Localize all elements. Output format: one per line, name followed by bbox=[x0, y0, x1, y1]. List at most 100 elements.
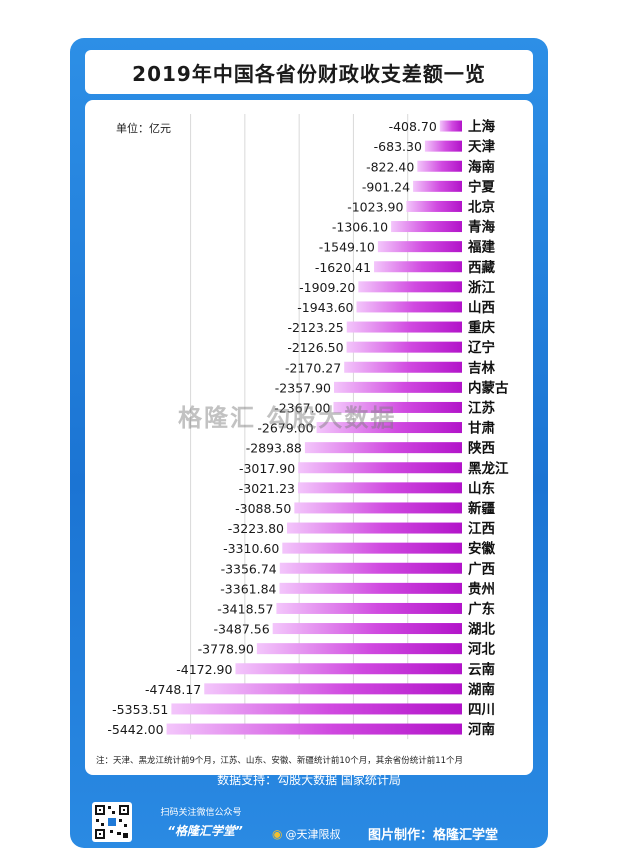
bar-25 bbox=[276, 602, 462, 614]
image-credit: 图片制作：格隆汇学堂 bbox=[368, 828, 499, 843]
category-label-4: 宁夏 bbox=[468, 178, 495, 195]
labels: -408.70 上海 -683.30 天津 -822.40 海南 -901.24 宁夏 -102… bbox=[107, 118, 509, 738]
category-label-23: 广西 bbox=[468, 560, 495, 577]
category-label-18: 黑龙江 bbox=[468, 460, 509, 477]
bar-3 bbox=[417, 160, 462, 172]
chart-panel bbox=[85, 100, 533, 775]
value-label-21: -3223.80 bbox=[228, 521, 284, 536]
value-label-11: -2123.25 bbox=[288, 320, 344, 335]
category-label-8: 西藏 bbox=[468, 259, 495, 276]
category-label-16: 甘肃 bbox=[468, 420, 495, 437]
value-label-18: -3017.90 bbox=[239, 461, 295, 476]
category-label-31: 河南 bbox=[468, 721, 495, 738]
category-label-5: 北京 bbox=[468, 198, 495, 215]
bar-18 bbox=[298, 462, 462, 474]
bar-13 bbox=[344, 361, 462, 373]
bar-26 bbox=[272, 623, 462, 635]
category-label-29: 湖南 bbox=[468, 681, 495, 698]
value-label-4: -901.24 bbox=[362, 179, 410, 194]
bar-21 bbox=[286, 522, 462, 534]
category-label-3: 海南 bbox=[468, 158, 495, 175]
value-label-29: -4748.17 bbox=[145, 682, 201, 697]
bar-17 bbox=[304, 442, 462, 454]
value-label-5: -1023.90 bbox=[347, 199, 403, 214]
category-label-22: 安徽 bbox=[468, 540, 495, 557]
category-label-9: 浙江 bbox=[468, 279, 495, 296]
data-source: 数据支持：勾股大数据 国家统计局 bbox=[85, 768, 533, 790]
bar-16 bbox=[316, 422, 462, 434]
category-label-17: 陕西 bbox=[468, 440, 495, 457]
bar-29 bbox=[204, 683, 463, 695]
value-label-13: -2170.27 bbox=[285, 360, 341, 375]
value-label-23: -3356.74 bbox=[221, 561, 277, 576]
value-label-3: -822.40 bbox=[366, 159, 414, 174]
bar-12 bbox=[346, 341, 462, 353]
bar-8 bbox=[374, 261, 462, 273]
chart-title: 2019年中国各省份财政收支差额一览 bbox=[132, 61, 486, 86]
value-label-12: -2126.50 bbox=[287, 340, 343, 355]
bar-28 bbox=[235, 663, 462, 675]
value-label-20: -3088.50 bbox=[235, 501, 291, 516]
data-source-text: 数据支持：勾股大数据 国家统计局 bbox=[217, 772, 401, 787]
category-label-2: 天津 bbox=[468, 138, 495, 155]
unit-label: 单位：亿元 bbox=[116, 122, 171, 135]
value-label-30: -5353.51 bbox=[112, 702, 168, 717]
bar-6 bbox=[391, 221, 462, 233]
footnote: 注：天津、黑龙江统计前9个月，江苏、山东、安徽、新疆统计前10个月，其余省份统计… bbox=[96, 756, 464, 766]
qr-code-icon bbox=[95, 805, 129, 839]
bar-5 bbox=[406, 200, 462, 212]
bar-22 bbox=[282, 542, 462, 554]
value-label-28: -4172.90 bbox=[176, 662, 232, 677]
bar-20 bbox=[294, 502, 462, 514]
bar-4 bbox=[413, 180, 462, 192]
bar-14 bbox=[333, 381, 462, 393]
category-label-21: 江西 bbox=[468, 520, 495, 537]
bar-19 bbox=[297, 482, 462, 494]
category-label-27: 河北 bbox=[468, 641, 495, 658]
value-label-16: -2679.00 bbox=[257, 421, 313, 436]
category-label-28: 云南 bbox=[468, 661, 495, 678]
bar-27 bbox=[256, 643, 462, 655]
value-label-6: -1306.10 bbox=[332, 220, 388, 235]
bar-24 bbox=[279, 582, 462, 594]
category-label-24: 贵州 bbox=[468, 580, 495, 597]
bar-2 bbox=[424, 140, 462, 152]
qr-account-name: “格隆汇学堂” bbox=[167, 824, 243, 838]
watermark-text: 格隆汇 勾股大数据 bbox=[178, 404, 397, 432]
category-label-26: 湖北 bbox=[468, 622, 495, 638]
value-label-15: -2367.00 bbox=[274, 400, 330, 415]
category-label-14: 内蒙古 bbox=[468, 379, 509, 396]
value-label-27: -3778.90 bbox=[198, 642, 254, 657]
category-label-25: 广东 bbox=[468, 600, 495, 617]
category-label-12: 辽宁 bbox=[468, 339, 495, 356]
bar-23 bbox=[279, 562, 462, 574]
bar-31 bbox=[166, 723, 462, 735]
category-label-11: 重庆 bbox=[468, 319, 495, 336]
category-label-15: 江苏 bbox=[468, 399, 495, 416]
bar-10 bbox=[356, 301, 462, 313]
category-label-30: 四川 bbox=[468, 702, 495, 718]
value-label-25: -3418.57 bbox=[217, 601, 273, 616]
value-label-2: -683.30 bbox=[374, 139, 422, 154]
value-label-24: -3361.84 bbox=[220, 581, 276, 596]
weibo-tag: ◉ @天津限叔 bbox=[272, 826, 340, 842]
value-label-17: -2893.88 bbox=[246, 441, 302, 456]
qr-caption: 扫码关注微信公众号 bbox=[160, 808, 242, 818]
value-label-19: -3021.23 bbox=[239, 481, 295, 496]
bar-11 bbox=[346, 321, 462, 333]
category-label-7: 福建 bbox=[467, 239, 495, 256]
bar-15 bbox=[333, 401, 462, 413]
category-label-19: 山东 bbox=[468, 480, 495, 497]
value-label-14: -2357.90 bbox=[275, 380, 331, 395]
value-label-26: -3487.56 bbox=[213, 622, 269, 637]
category-label-10: 山西 bbox=[468, 300, 495, 316]
bar-30 bbox=[171, 703, 462, 715]
value-label-8: -1620.41 bbox=[315, 260, 371, 275]
value-label-31: -5442.00 bbox=[107, 722, 163, 737]
value-label-1: -408.70 bbox=[389, 119, 437, 134]
value-label-22: -3310.60 bbox=[223, 541, 279, 556]
value-label-7: -1549.10 bbox=[319, 240, 375, 255]
qr-code bbox=[92, 802, 132, 842]
category-label-20: 新疆 bbox=[468, 500, 495, 517]
